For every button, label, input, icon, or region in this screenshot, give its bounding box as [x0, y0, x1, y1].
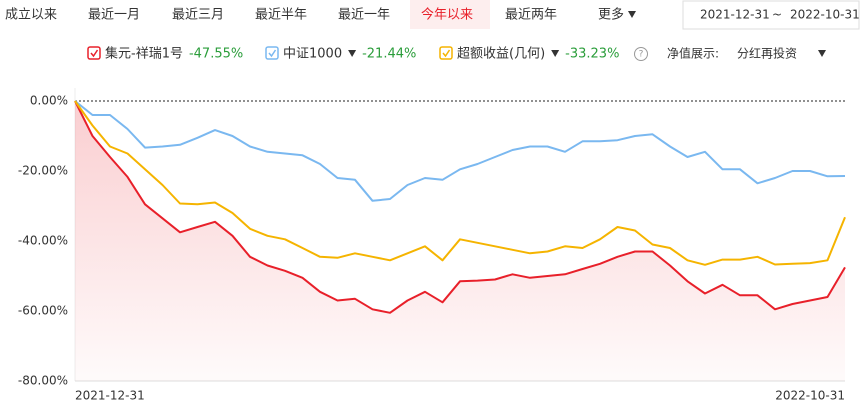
legend-name[interactable]: 中证1000	[283, 47, 342, 62]
date-end: 2022-10-31	[790, 8, 860, 22]
legend-checkbox[interactable]	[87, 46, 101, 60]
tab[interactable]: 最近三月	[172, 8, 224, 23]
date-box[interactable]	[682, 0, 860, 30]
dropdown-icon[interactable]	[818, 50, 826, 57]
help-icon[interactable]	[634, 47, 648, 61]
tab[interactable]: 成立以来	[5, 8, 57, 23]
legend-check	[90, 49, 99, 58]
legend-name[interactable]: 集元-祥瑞1号	[105, 46, 183, 62]
legend-return: -21.44%	[362, 47, 416, 62]
date-separator: ~	[772, 8, 782, 22]
series-area	[75, 101, 845, 381]
y-tick-label: -20.00%	[18, 164, 68, 178]
legend-return: -33.23%	[565, 47, 619, 62]
dropdown-icon[interactable]	[628, 11, 636, 18]
legend-checkbox[interactable]	[265, 46, 279, 60]
active-tab-bg	[410, 0, 490, 29]
x-tick-label: 2021-12-31	[75, 389, 145, 403]
y-tick-label: -60.00%	[18, 304, 68, 318]
y-tick-label: -40.00%	[18, 234, 68, 248]
tab[interactable]: 更多	[598, 7, 624, 23]
x-tick-label: 2022-10-31	[775, 389, 845, 403]
legend-checkbox[interactable]	[439, 46, 453, 60]
display-value[interactable]: 分红再投资	[737, 46, 797, 61]
tab[interactable]: 最近一月	[88, 8, 140, 23]
tab[interactable]: 最近两年	[505, 8, 557, 23]
y-tick-label: -80.00%	[18, 374, 68, 388]
tab[interactable]: 最近一年	[338, 8, 390, 23]
dropdown-icon[interactable]	[348, 50, 357, 57]
tab[interactable]: 最近半年	[255, 8, 307, 23]
display-label: 净值展示:	[667, 46, 719, 61]
legend-return: -47.55%	[189, 47, 243, 62]
legend-check	[442, 49, 451, 58]
series-line	[74, 100, 846, 202]
legend-check	[268, 49, 277, 58]
series-line	[74, 100, 846, 266]
y-tick-label: 0.00%	[30, 94, 68, 108]
tab[interactable]: 今年以来	[421, 7, 473, 23]
series-line	[74, 100, 846, 314]
legend-name[interactable]: 超额收益(几何)	[457, 46, 545, 62]
dropdown-icon[interactable]	[551, 50, 560, 57]
date-start: 2021-12-31	[700, 8, 770, 22]
help-glyph: ?	[639, 50, 644, 60]
